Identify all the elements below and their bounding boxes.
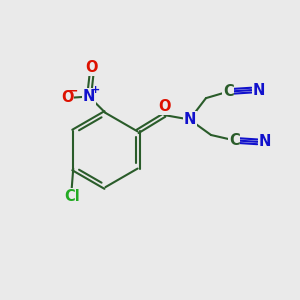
Text: −: − bbox=[68, 85, 78, 98]
Text: O: O bbox=[61, 91, 73, 106]
Text: N: N bbox=[253, 82, 265, 98]
Text: O: O bbox=[159, 99, 171, 114]
Text: C: C bbox=[223, 84, 234, 99]
Text: N: N bbox=[183, 112, 196, 127]
Text: N: N bbox=[83, 89, 95, 104]
Text: +: + bbox=[91, 85, 100, 95]
Text: C: C bbox=[229, 133, 240, 148]
Text: Cl: Cl bbox=[64, 189, 80, 204]
Text: O: O bbox=[85, 60, 98, 75]
Text: N: N bbox=[259, 134, 271, 149]
